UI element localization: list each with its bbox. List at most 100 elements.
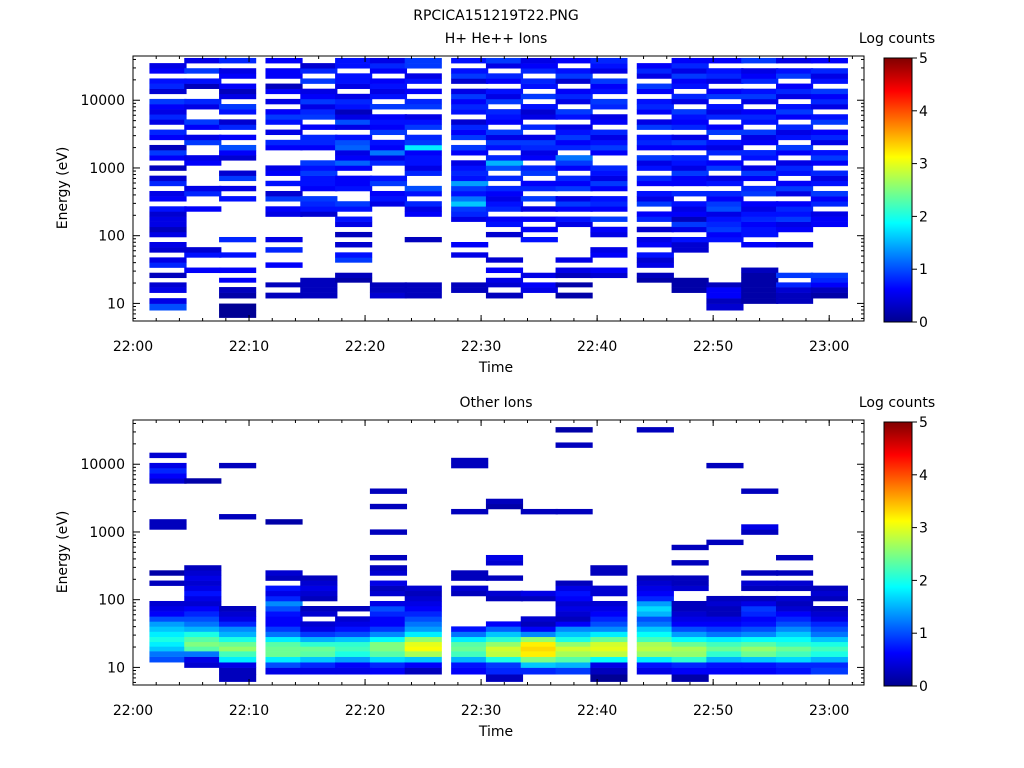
spectrogram-cell xyxy=(184,68,222,74)
spectrogram-cell xyxy=(404,656,442,663)
spectrogram-cell xyxy=(810,292,848,299)
spectrogram-cell xyxy=(335,621,373,627)
spectrogram-cell xyxy=(300,124,338,130)
spectrogram-cell xyxy=(776,180,814,187)
spectrogram-cell xyxy=(776,57,814,64)
spectrogram-cell xyxy=(335,667,373,675)
spectrogram-cell xyxy=(636,216,674,222)
spectrogram-cell xyxy=(706,78,744,84)
spectrogram-cell xyxy=(671,611,709,617)
spectrogram-cell xyxy=(265,662,303,668)
spectrogram-cell xyxy=(485,57,524,64)
spectrogram-cell xyxy=(265,68,303,74)
spectrogram-cell xyxy=(636,63,674,69)
spectrogram-cell xyxy=(671,674,709,682)
spectrogram-cell xyxy=(300,292,338,299)
spectrogram-cell xyxy=(671,119,709,125)
spectrogram-cell xyxy=(776,216,814,222)
spectrogram-cell xyxy=(265,651,303,657)
spectrogram-cell xyxy=(219,88,257,95)
spectrogram-cell xyxy=(404,636,442,643)
spectrogram-cell xyxy=(335,83,373,89)
spectrogram-cell xyxy=(451,201,489,207)
spectrogram-cell xyxy=(451,150,489,156)
spectrogram-cell xyxy=(706,595,744,602)
spectrogram-cell xyxy=(184,616,222,622)
spectrogram-cell xyxy=(741,606,779,612)
spectrogram-cell xyxy=(335,144,373,151)
spectrogram-cell xyxy=(741,155,779,161)
x-tick-label: 22:50 xyxy=(693,339,733,355)
spectrogram-cell xyxy=(590,170,628,176)
spectrogram-cell xyxy=(300,662,338,668)
spectrogram-cell xyxy=(404,201,442,207)
spectrogram-cell xyxy=(369,88,408,95)
spectrogram-cell xyxy=(369,93,408,100)
spectrogram-cell xyxy=(219,83,257,89)
x-tick-label: 22:20 xyxy=(345,703,385,719)
spectrogram-cell xyxy=(671,57,709,64)
spectrogram-cell xyxy=(335,104,373,110)
spectrogram-cell xyxy=(636,144,674,151)
spectrogram-cell xyxy=(451,190,489,197)
colorbar-tick-label: 1 xyxy=(919,262,928,278)
spectrogram-cell xyxy=(149,580,187,586)
spectrogram-cell xyxy=(590,57,628,64)
spectrogram-cell xyxy=(590,565,628,571)
spectrogram-cell xyxy=(776,641,814,647)
spectrogram-cell xyxy=(404,114,442,120)
spectrogram-cell xyxy=(636,636,674,643)
spectrogram-cell xyxy=(810,606,848,612)
spectrogram-cell xyxy=(520,656,558,663)
spectrogram-cell xyxy=(776,646,814,652)
spectrogram-cell xyxy=(300,646,338,652)
spectrogram-cell xyxy=(555,590,593,597)
spectrogram-cell xyxy=(706,139,744,146)
spectrogram-cell xyxy=(636,651,674,657)
spectrogram-cell xyxy=(776,298,814,304)
colorbar-tick-label: 4 xyxy=(919,468,928,484)
spectrogram-cell xyxy=(404,190,442,197)
spectrogram-cell xyxy=(485,98,524,105)
spectrogram-cell xyxy=(555,216,593,222)
spectrogram-cell xyxy=(706,93,744,100)
spectrogram-cell xyxy=(636,124,674,130)
spectrogram-cell xyxy=(636,611,674,617)
spectrogram-cell xyxy=(485,231,524,238)
spectrogram-cell xyxy=(300,595,338,602)
spectrogram-cell xyxy=(485,73,524,79)
spectrogram-cell xyxy=(451,144,489,151)
x-tick-label: 22:10 xyxy=(229,703,269,719)
spectrogram-cell xyxy=(219,144,257,151)
spectrogram-cell xyxy=(184,651,222,657)
spectrogram-cell xyxy=(265,73,303,79)
spectrogram-cell xyxy=(219,93,257,100)
spectrogram-cell xyxy=(741,600,779,607)
spectrogram-cell xyxy=(671,134,709,141)
spectrogram-cell xyxy=(741,667,779,675)
spectrogram-cell xyxy=(810,98,848,105)
spectrogram-cell xyxy=(300,282,338,288)
spectrogram-cell xyxy=(590,216,628,222)
spectrogram-cell xyxy=(369,626,408,632)
spectrogram-cell xyxy=(741,206,779,212)
spectrogram-cell xyxy=(149,651,187,657)
spectrogram-cell xyxy=(369,503,408,510)
spectrogram-cell xyxy=(369,611,408,617)
spectrogram-cell xyxy=(590,206,628,212)
spectrogram-cell xyxy=(369,124,408,130)
spectrogram-cell xyxy=(219,514,257,520)
spectrogram-cell xyxy=(300,98,338,105)
spectrogram-cell xyxy=(485,109,524,115)
spectrogram-cell xyxy=(451,667,489,675)
spectrogram-cell xyxy=(776,160,814,166)
spectrogram-cell xyxy=(485,185,524,192)
spectrogram-cell xyxy=(369,651,408,657)
spectrogram-cell xyxy=(485,626,524,632)
spectrogram-cell xyxy=(520,93,558,100)
spectrogram-cell xyxy=(671,221,709,228)
spectrogram-cell xyxy=(265,626,303,632)
spectrogram-cell xyxy=(451,124,489,130)
x-tick-label: 22:20 xyxy=(345,339,385,355)
spectrogram-cell xyxy=(184,611,222,617)
